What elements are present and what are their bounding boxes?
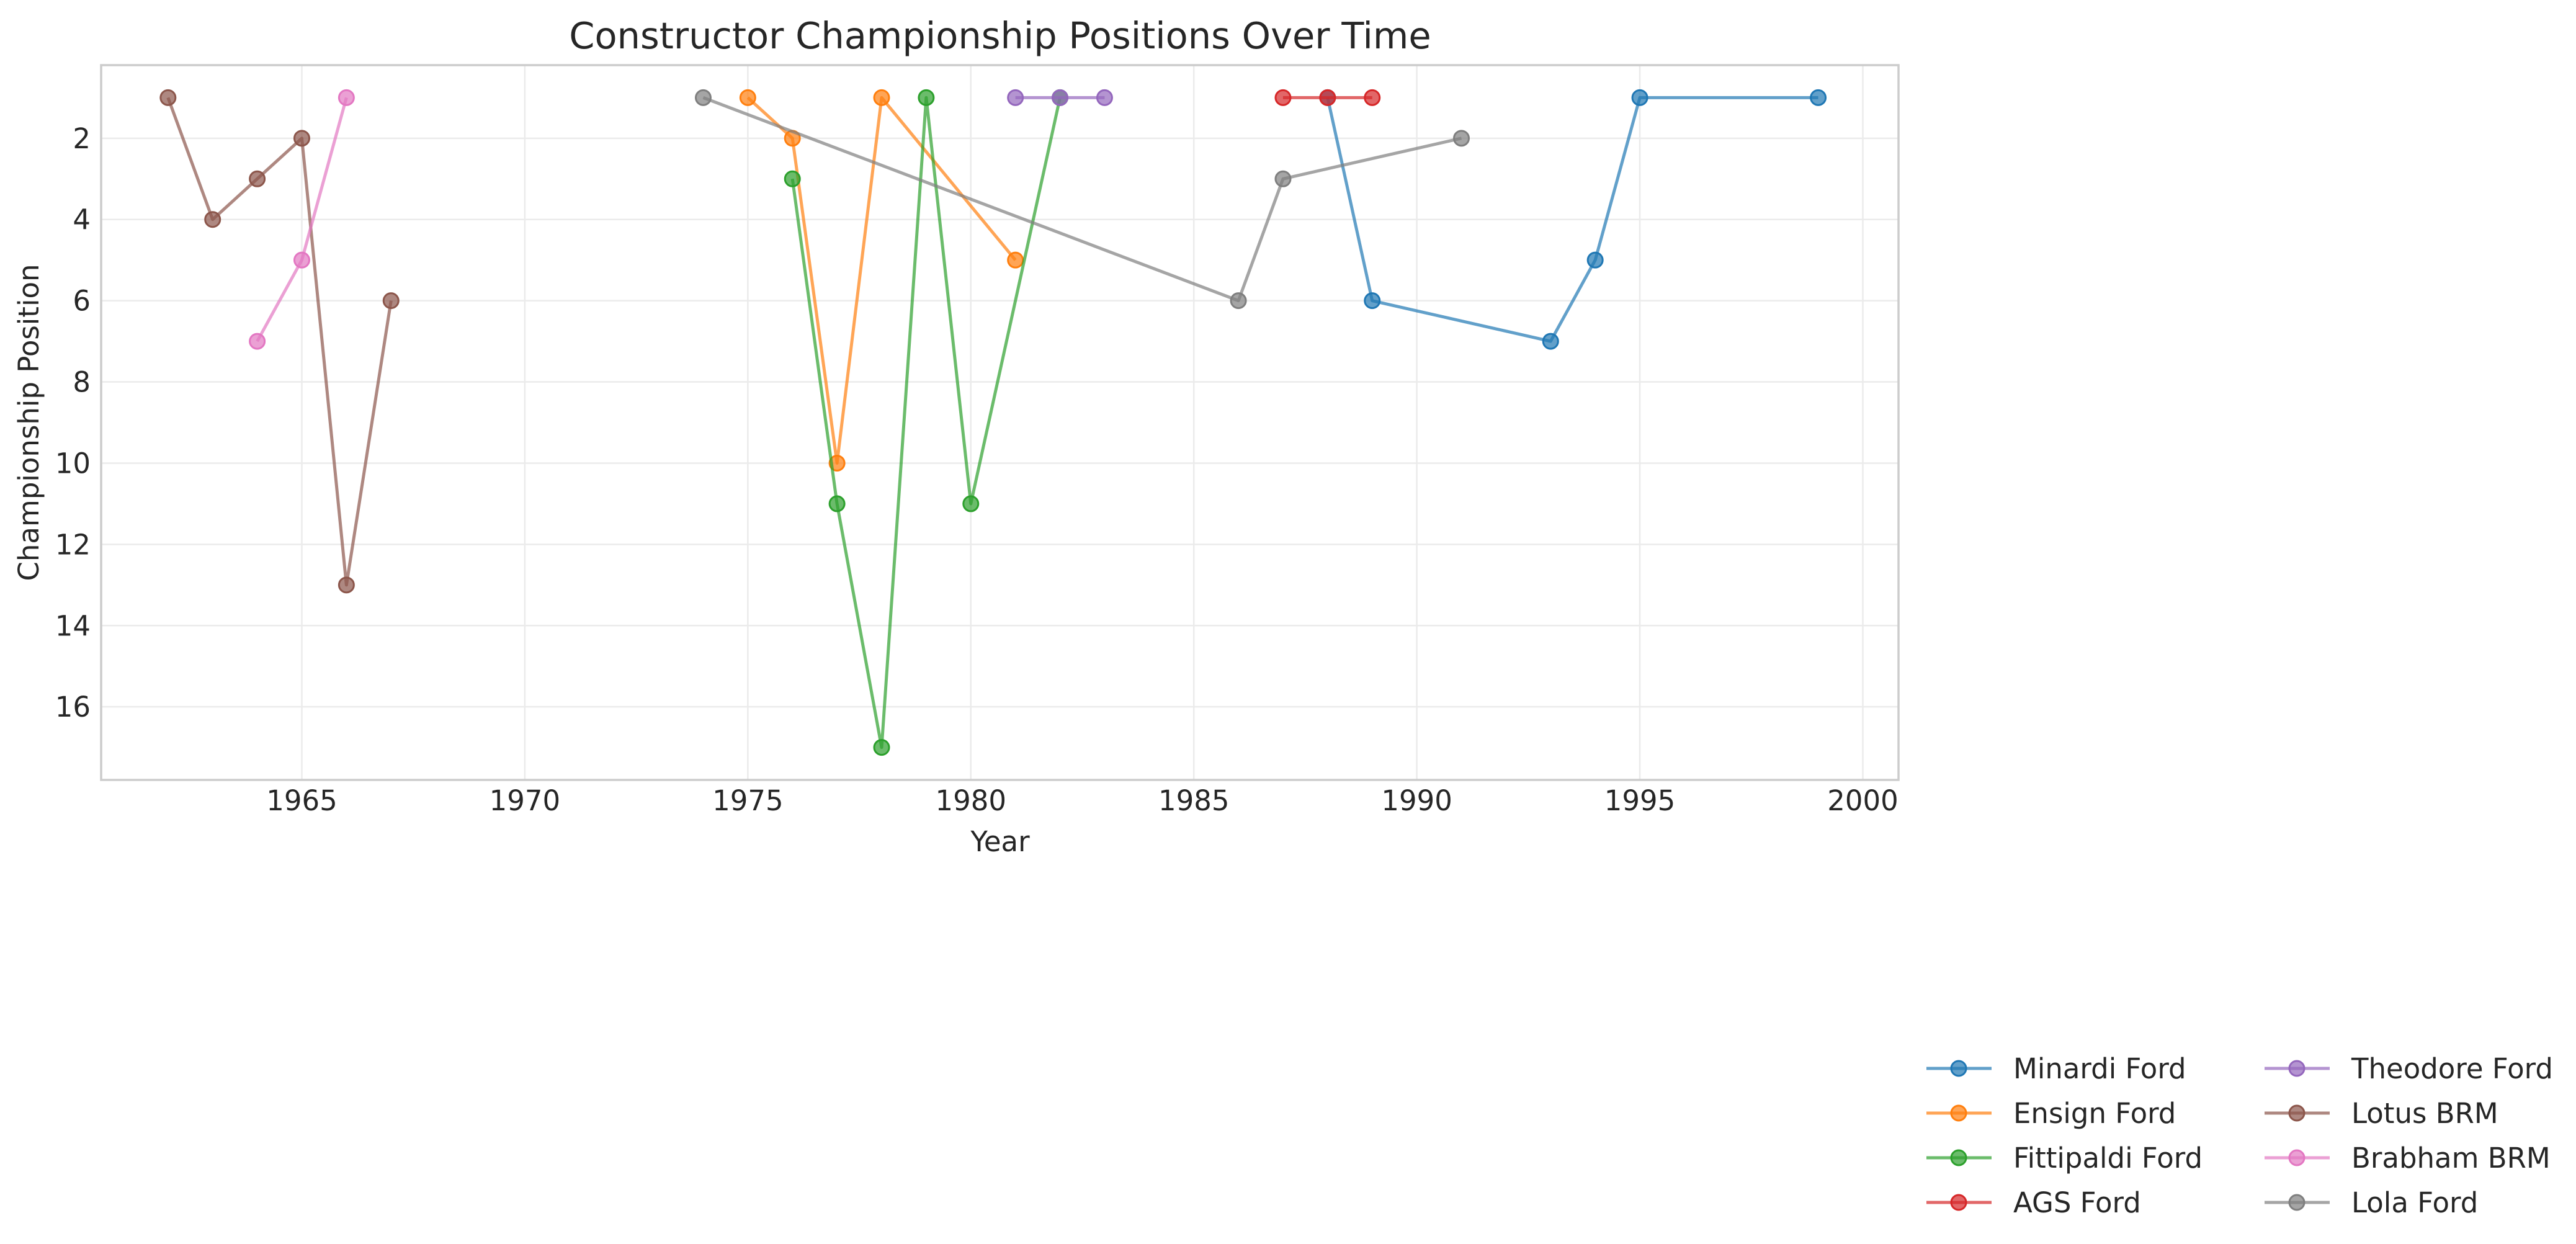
legend-label: Minardi Ford [2013,1052,2186,1085]
legend-item: Minardi Ford [1926,1052,2186,1085]
legend-item: Brabham BRM [2265,1142,2551,1175]
y-tick-label: 8 [73,366,91,399]
legend-label: Fittipaldi Ford [2013,1142,2203,1175]
y-tick-label: 6 [73,285,91,318]
y-tick-label: 4 [73,204,91,236]
y-axis-label: Championship Position [12,264,45,581]
x-tick-label: 2000 [1827,784,1898,817]
legend-swatch-marker [1950,1104,1967,1122]
data-point [1586,251,1604,269]
legend-item: Lola Ford [2265,1186,2478,1219]
series-fittipaldi-ford [784,89,1069,756]
data-point [159,89,177,106]
series-lotus-brm [159,89,400,594]
data-point [1810,89,1827,106]
data-point [1453,130,1470,147]
data-point [1319,89,1336,106]
chart-title: Constructor Championship Positions Over … [569,14,1431,57]
data-point [249,170,266,187]
data-point [338,89,355,106]
series-group [159,89,1827,756]
x-tick-label: 1970 [490,784,561,817]
data-point [739,89,756,106]
legend-item: AGS Ford [1926,1186,2141,1219]
data-point [382,292,400,310]
plot-frame [100,64,1900,781]
series-brabham-brm [249,89,355,350]
data-point [1274,170,1292,187]
data-point [1052,89,1069,106]
y-axis-ticks: 2 4 6 8 10 12 14 16 [55,122,91,723]
series-ags-ford [1274,89,1381,106]
data-point [1230,292,1247,310]
legend-label: AGS Ford [2013,1186,2141,1219]
series-line [746,96,1017,465]
data-point [873,739,890,756]
data-point [828,495,846,512]
data-point [1542,333,1559,350]
x-axis-label: Year [970,825,1030,858]
legend-label: Brabham BRM [2351,1142,2551,1175]
series-theodore-ford [1007,89,1113,106]
series-line [166,97,393,587]
data-point [1631,89,1648,106]
data-point [293,251,310,269]
legend-swatch-marker [2288,1104,2305,1122]
series-line [702,96,1462,303]
data-point [338,576,355,594]
y-tick-label: 2 [73,122,91,155]
data-point [873,89,890,106]
legend: Minardi Ford Ensign Ford Fittipaldi Ford AG… [1926,1052,2553,1219]
data-point [784,170,801,187]
legend-item: Lotus BRM [2265,1097,2498,1130]
legend-item: Theodore Ford [2265,1052,2553,1085]
series-line [790,96,1062,750]
legend-swatch-marker [1950,1149,1967,1166]
x-tick-label: 1995 [1604,784,1676,817]
data-point [1364,292,1381,310]
x-axis-ticks: 1965 1970 1975 1980 1985 1990 1995 2000 [266,784,1898,817]
legend-item: Ensign Ford [1926,1097,2176,1130]
data-point [249,333,266,350]
y-tick-label: 10 [55,447,91,480]
data-point [1007,251,1024,269]
legend-swatch-marker [2288,1149,2305,1166]
data-point [293,130,310,147]
data-point [1274,89,1292,106]
legend-swatch-marker [1950,1060,1967,1077]
series-line [1326,96,1818,343]
legend-swatch-marker [1950,1194,1967,1211]
legend-swatch-marker [2288,1060,2305,1077]
series-ensign-ford [739,89,1024,472]
y-tick-label: 14 [55,609,91,642]
data-point [962,495,980,512]
x-tick-label: 1965 [266,784,338,817]
legend-label: Theodore Ford [2351,1052,2553,1085]
data-point [694,89,712,106]
y-tick-label: 16 [55,691,91,723]
x-tick-label: 1985 [1158,784,1230,817]
legend-label: Lola Ford [2351,1186,2478,1219]
x-tick-label: 1980 [936,784,1007,817]
data-point [1096,89,1113,106]
legend-label: Lotus BRM [2351,1097,2498,1130]
data-point [918,89,935,106]
x-tick-label: 1975 [712,784,784,817]
data-point [204,211,221,228]
legend-swatch-marker [2288,1194,2305,1211]
data-point [1007,89,1024,106]
legend-item: Fittipaldi Ford [1926,1142,2203,1175]
x-tick-label: 1990 [1381,784,1452,817]
grid [101,65,1898,780]
series-lola-ford [694,89,1470,310]
legend-label: Ensign Ford [2013,1097,2176,1130]
data-point [1364,89,1381,106]
y-tick-label: 12 [55,528,91,561]
